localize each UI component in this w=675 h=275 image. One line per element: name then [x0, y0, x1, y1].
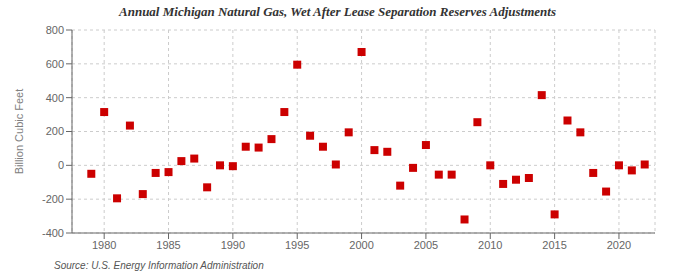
- html-text:Source: U.S. Energy Informatio: Source: U.S. Energy Information Administ…: [54, 260, 264, 271]
- svg-text:2015: 2015: [542, 239, 566, 251]
- svg-text:-200: -200: [42, 193, 64, 205]
- svg-text:0: 0: [58, 159, 64, 171]
- svg-text:Billion Cubic Feet: Billion Cubic Feet: [13, 89, 25, 175]
- svg-text:400: 400: [46, 92, 64, 104]
- svg-text:1995: 1995: [285, 239, 309, 251]
- svg-text:1985: 1985: [156, 239, 180, 251]
- html-text:Annual Michigan Natural Gas, W: Annual Michigan Natural Gas, Wet After L…: [119, 4, 556, 19]
- svg-text:200: 200: [46, 125, 64, 137]
- svg-text:2005: 2005: [414, 239, 438, 251]
- svg-text:1990: 1990: [221, 239, 245, 251]
- svg-text:-400: -400: [42, 227, 64, 239]
- svg-text:800: 800: [46, 24, 64, 36]
- svg-text:2020: 2020: [607, 239, 631, 251]
- svg-text:2000: 2000: [349, 239, 373, 251]
- svg-text:600: 600: [46, 58, 64, 70]
- svg-text:1980: 1980: [92, 239, 116, 251]
- svg-text:2010: 2010: [478, 239, 502, 251]
